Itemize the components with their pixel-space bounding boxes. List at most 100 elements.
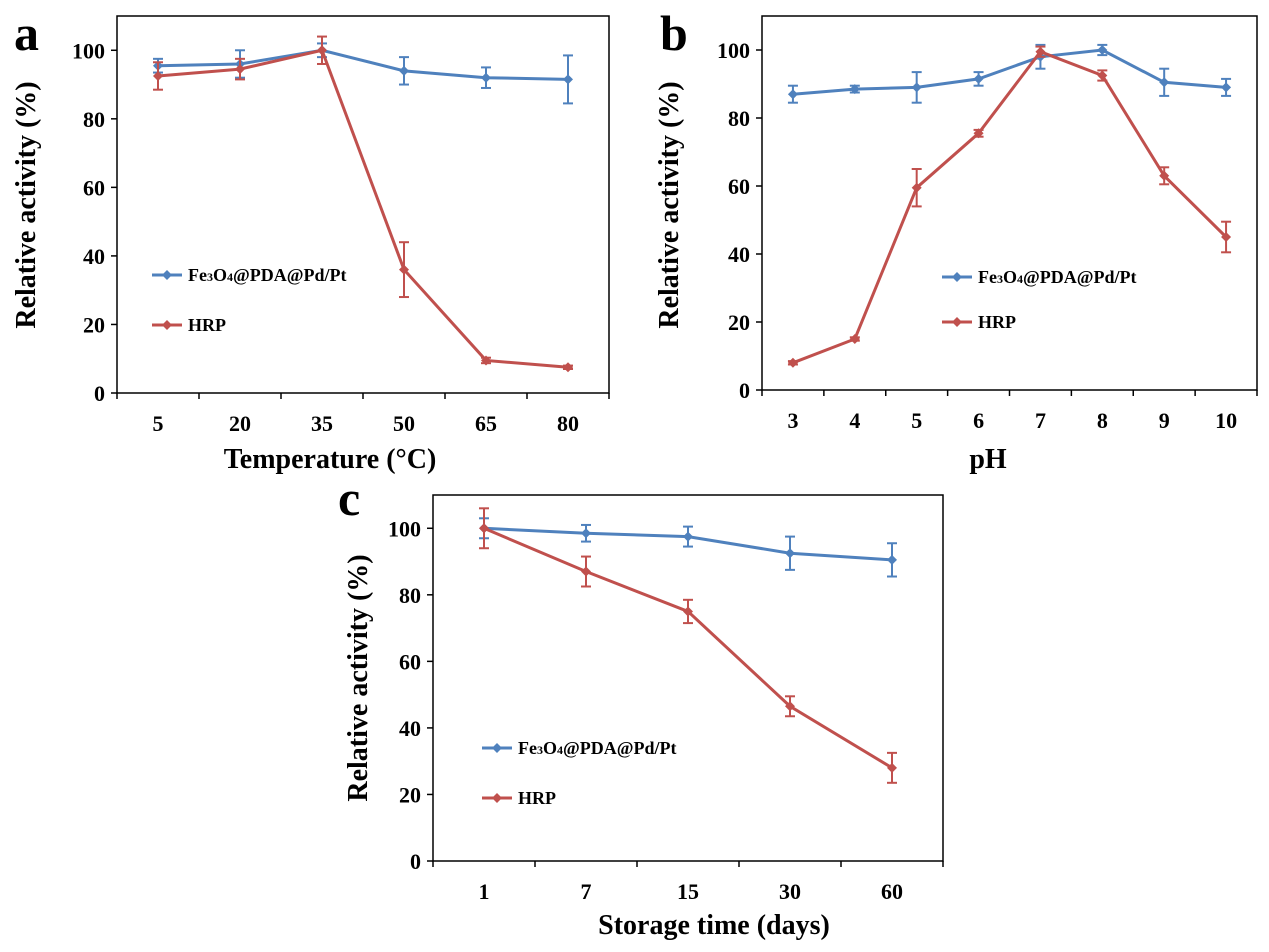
data-point <box>785 548 795 559</box>
data-point <box>887 762 897 773</box>
data-point <box>973 128 984 139</box>
legend-label: HRP <box>978 312 1016 332</box>
data-point <box>787 357 798 368</box>
legend-marker <box>162 270 172 280</box>
y-axis-title-c: Relative activity (%) <box>343 554 374 801</box>
data-point <box>317 45 327 56</box>
x-axis-title-a: Temperature (°C) <box>224 444 437 475</box>
y-tick-label: 80 <box>399 583 421 608</box>
data-point <box>887 554 897 565</box>
data-point <box>581 528 591 539</box>
y-tick-label: 80 <box>728 106 750 131</box>
panel-a: a Temperature (°C) Relative activity (%)… <box>11 5 610 475</box>
y-tick-label: 20 <box>83 312 105 337</box>
panel-label-c: c <box>338 470 360 526</box>
x-tick-label: 1 <box>479 879 490 904</box>
data-point <box>481 72 491 83</box>
data-point <box>911 182 922 193</box>
x-tick-label: 30 <box>779 879 801 904</box>
x-tick-label: 80 <box>557 411 579 436</box>
series-line <box>792 49 1228 365</box>
legend-marker <box>952 272 962 282</box>
data-point <box>563 74 573 85</box>
x-tick-label: 5 <box>911 408 922 433</box>
x-tick-label: 9 <box>1159 408 1170 433</box>
legend-label: Fe3O4@PDA@Pd/Pt <box>188 265 346 285</box>
x-tick-label: 10 <box>1215 408 1237 433</box>
data-point <box>1221 82 1232 93</box>
data-point <box>1097 45 1108 55</box>
data-point <box>973 73 984 84</box>
panel-b: b pH Relative activity (%) 0 20 40 60 80 100 3… <box>654 5 1258 475</box>
y-tick-label: 0 <box>410 849 421 874</box>
plot-marks-c: 0 20 40 60 80 100 1 7 15 30 60 Fe3O4@PDA@Pd/Pt HRP <box>388 507 944 904</box>
panel-c: c Storage time (days) Relative activity … <box>338 470 944 941</box>
y-tick-label: 20 <box>728 310 750 335</box>
data-point <box>849 334 860 344</box>
x-tick-label: 35 <box>311 411 333 436</box>
data-point <box>849 84 860 95</box>
data-point <box>399 65 409 76</box>
x-tick-label: 50 <box>393 411 415 436</box>
y-tick-label: 100 <box>717 38 750 63</box>
data-point <box>1159 170 1170 181</box>
plot-frame-b <box>761 15 1258 391</box>
legend-label: Fe3O4@PDA@Pd/Pt <box>978 267 1136 287</box>
y-axis-title-b: Relative activity (%) <box>654 81 685 328</box>
data-point <box>787 89 798 100</box>
data-point <box>1159 77 1170 88</box>
legend-marker <box>952 317 962 327</box>
x-tick-label: 8 <box>1097 408 1108 433</box>
legend-marker <box>162 320 172 330</box>
x-tick-label: 6 <box>973 408 984 433</box>
data-point <box>481 355 491 366</box>
y-tick-label: 60 <box>83 175 105 200</box>
x-axis-title-b: pH <box>969 444 1007 475</box>
y-tick-label: 100 <box>72 38 105 63</box>
x-tick-label: 60 <box>881 879 903 904</box>
data-point <box>683 531 693 542</box>
y-tick-label: 60 <box>728 174 750 199</box>
series-line <box>792 48 1227 96</box>
data-point <box>1035 46 1046 57</box>
data-point <box>153 70 163 81</box>
data-point <box>911 82 922 93</box>
series-line <box>157 48 569 369</box>
plot-frame-c <box>432 494 944 862</box>
data-point <box>399 264 409 275</box>
legend-label: HRP <box>188 315 226 335</box>
legend-label: Fe3O4@PDA@Pd/Pt <box>518 738 676 758</box>
plot-marks-a: 0 20 40 60 80 100 5 20 35 50 65 80 Fe3O4@PDA@Pd/Pt HR… <box>72 35 610 436</box>
y-tick-label: 40 <box>83 244 105 269</box>
x-tick-label: 15 <box>677 879 699 904</box>
data-point <box>1097 70 1108 81</box>
series-line <box>483 526 893 770</box>
y-tick-label: 60 <box>399 649 421 674</box>
x-axis-title-c: Storage time (days) <box>598 910 830 941</box>
series-line <box>157 48 569 81</box>
data-point <box>581 566 591 577</box>
x-tick-label: 65 <box>475 411 497 436</box>
plot-marks-b: 0 20 40 60 80 100 3 4 5 6 7 8 9 10 Fe3O4@PDA@Pd/Pt HRP <box>717 38 1258 433</box>
x-tick-label: 5 <box>153 411 164 436</box>
y-axis-title-a: Relative activity (%) <box>11 81 42 328</box>
y-tick-label: 80 <box>83 107 105 132</box>
panel-label-a: a <box>14 5 39 61</box>
data-point <box>785 701 795 712</box>
y-tick-label: 100 <box>388 516 421 541</box>
data-point <box>479 523 489 534</box>
data-point <box>235 64 245 75</box>
y-tick-label: 20 <box>399 782 421 807</box>
y-tick-label: 40 <box>728 242 750 267</box>
x-tick-label: 3 <box>787 408 798 433</box>
x-tick-label: 4 <box>849 408 860 433</box>
legend-marker <box>492 743 502 753</box>
x-tick-label: 7 <box>1035 408 1046 433</box>
legend-marker <box>492 793 502 803</box>
y-tick-label: 40 <box>399 716 421 741</box>
data-point <box>683 606 693 617</box>
panel-label-b: b <box>660 5 688 61</box>
y-tick-label: 0 <box>739 378 750 403</box>
y-tick-label: 0 <box>94 381 105 406</box>
